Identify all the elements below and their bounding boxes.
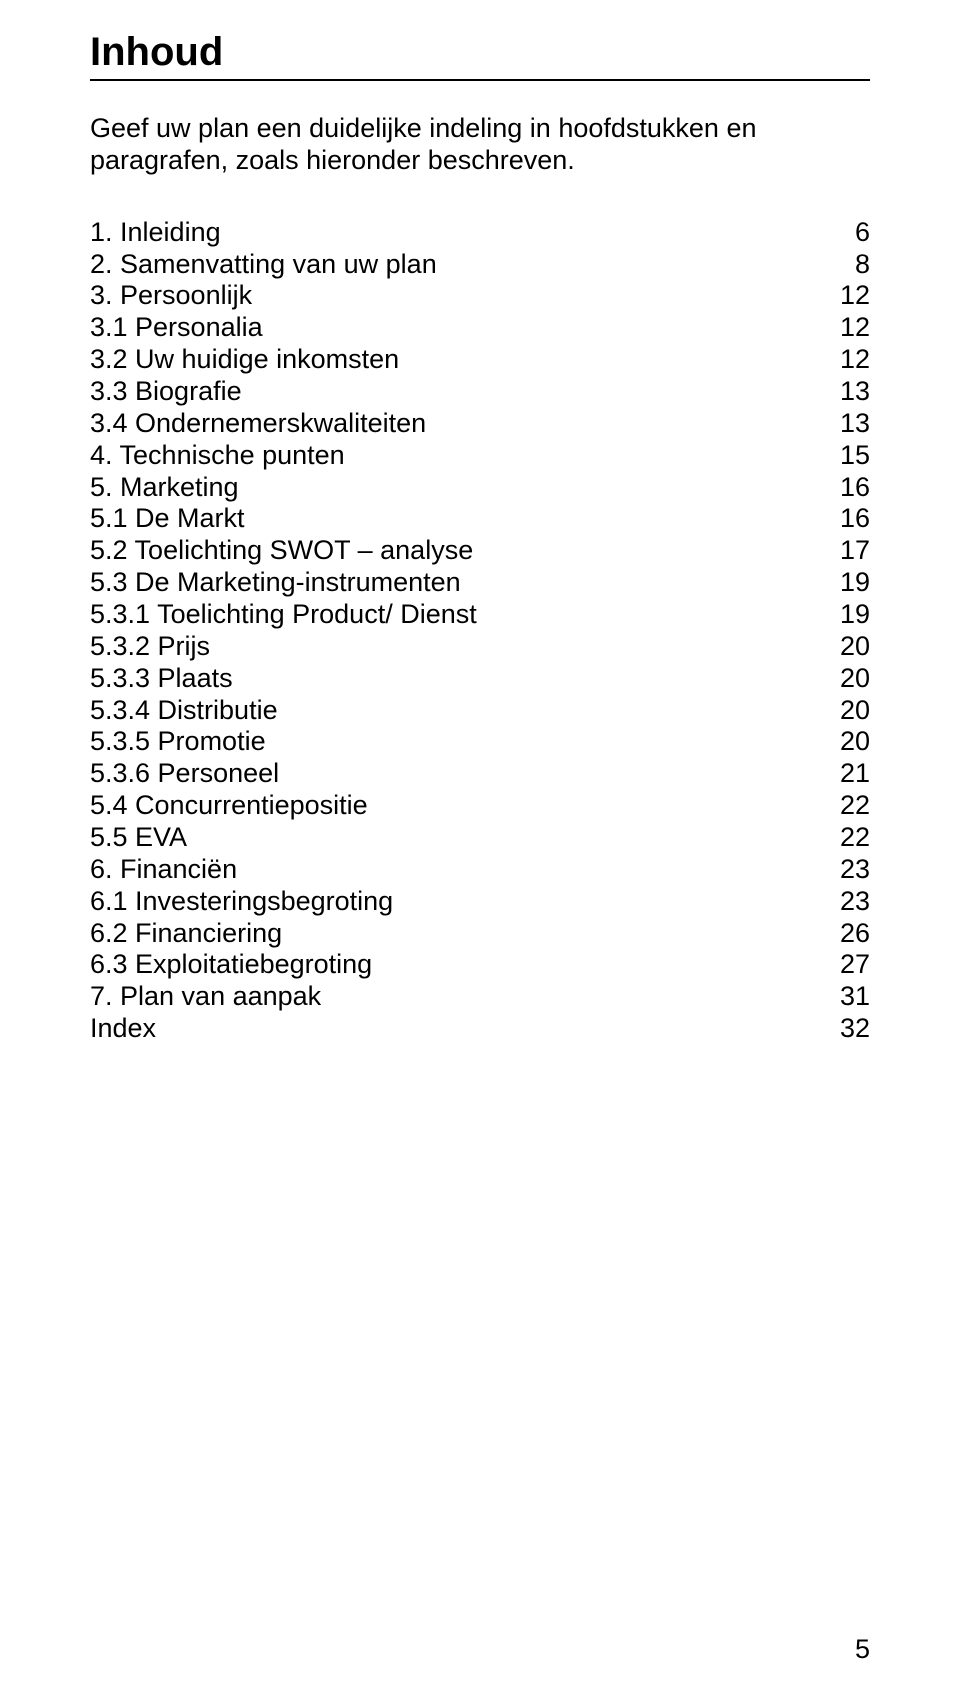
toc-row: 5.2 Toelichting SWOT – analyse 17 <box>90 535 870 567</box>
toc-row: 5.3.4 Distributie 20 <box>90 695 870 727</box>
toc-label: 5.3.6 Personeel <box>90 758 279 790</box>
toc-label: 6. Financiën <box>90 854 237 886</box>
toc-label: 3. Persoonlijk <box>90 280 252 312</box>
toc-page-number: 26 <box>830 918 870 950</box>
intro-paragraph: Geef uw plan een duidelijke indeling in … <box>90 113 870 177</box>
toc-label: 5.1 De Markt <box>90 503 245 535</box>
toc-row: 6.2 Financiering 26 <box>90 918 870 950</box>
toc-page-number: 20 <box>830 631 870 663</box>
toc-row: 6.3 Exploitatiebegroting 27 <box>90 949 870 981</box>
toc-label: 5.3.4 Distributie <box>90 695 278 727</box>
toc-row: 5.3.5 Promotie 20 <box>90 726 870 758</box>
toc-row: 3.2 Uw huidige inkomsten 12 <box>90 344 870 376</box>
toc-label: 2. Samenvatting van uw plan <box>90 249 437 281</box>
toc-page-number: 23 <box>830 854 870 886</box>
toc-row: 5.5 EVA 22 <box>90 822 870 854</box>
toc-label: 3.4 Ondernemerskwaliteiten <box>90 408 426 440</box>
toc-label: 6.1 Investeringsbegroting <box>90 886 393 918</box>
toc-label: 1. Inleiding <box>90 217 221 249</box>
toc-page-number: 12 <box>830 280 870 312</box>
toc-label: 7. Plan van aanpak <box>90 981 321 1013</box>
toc-label: 6.2 Financiering <box>90 918 282 950</box>
toc-page-number: 23 <box>830 886 870 918</box>
toc-row: 5.1 De Markt 16 <box>90 503 870 535</box>
page-title: Inhoud <box>90 30 870 75</box>
toc-page-number: 20 <box>830 695 870 727</box>
toc-row: 5.3.6 Personeel 21 <box>90 758 870 790</box>
toc-label: 5.3.3 Plaats <box>90 663 233 695</box>
table-of-contents: 1. Inleiding62. Samenvatting van uw plan… <box>90 217 870 1045</box>
toc-row: 1. Inleiding 6 <box>90 217 870 249</box>
toc-label: 5.4 Concurrentiepositie <box>90 790 368 822</box>
toc-row: 6.1 Investeringsbegroting 23 <box>90 886 870 918</box>
toc-page-number: 20 <box>830 726 870 758</box>
title-rule <box>90 79 870 81</box>
toc-label: 3.3 Biografie <box>90 376 242 408</box>
toc-row: 2. Samenvatting van uw plan 8 <box>90 249 870 281</box>
toc-page-number: 15 <box>830 440 870 472</box>
toc-row: 3.1 Personalia 12 <box>90 312 870 344</box>
toc-page-number: 22 <box>830 822 870 854</box>
toc-page-number: 31 <box>830 981 870 1013</box>
toc-page-number: 32 <box>830 1013 870 1045</box>
toc-row: 3. Persoonlijk 12 <box>90 280 870 312</box>
toc-page-number: 12 <box>830 312 870 344</box>
toc-label: 3.1 Personalia <box>90 312 263 344</box>
toc-label: 5. Marketing <box>90 472 239 504</box>
toc-label: 5.2 Toelichting SWOT – analyse <box>90 535 473 567</box>
toc-page-number: 6 <box>830 217 870 249</box>
toc-row: 3.4 Ondernemerskwaliteiten 13 <box>90 408 870 440</box>
toc-page-number: 19 <box>830 599 870 631</box>
toc-row: 7. Plan van aanpak 31 <box>90 981 870 1013</box>
toc-page-number: 8 <box>830 249 870 281</box>
toc-row: 5.3.1 Toelichting Product/ Dienst 19 <box>90 599 870 631</box>
toc-label: 5.3.2 Prijs <box>90 631 210 663</box>
toc-label: 5.3 De Marketing-instrumenten <box>90 567 461 599</box>
document-page: Inhoud Geef uw plan een duidelijke indel… <box>0 0 960 1707</box>
toc-page-number: 20 <box>830 663 870 695</box>
toc-page-number: 16 <box>830 472 870 504</box>
page-number: 5 <box>855 1634 870 1665</box>
toc-label: 5.3.5 Promotie <box>90 726 266 758</box>
toc-label: 3.2 Uw huidige inkomsten <box>90 344 399 376</box>
toc-page-number: 13 <box>830 408 870 440</box>
toc-page-number: 22 <box>830 790 870 822</box>
toc-row: 5.4 Concurrentiepositie 22 <box>90 790 870 822</box>
toc-row: 5.3.2 Prijs 20 <box>90 631 870 663</box>
toc-page-number: 12 <box>830 344 870 376</box>
toc-label: 6.3 Exploitatiebegroting <box>90 949 372 981</box>
toc-page-number: 27 <box>830 949 870 981</box>
toc-row: 5.3.3 Plaats 20 <box>90 663 870 695</box>
toc-row: Index 32 <box>90 1013 870 1045</box>
toc-page-number: 17 <box>830 535 870 567</box>
toc-label: 4. Technische punten <box>90 440 345 472</box>
toc-page-number: 21 <box>830 758 870 790</box>
toc-row: 5. Marketing 16 <box>90 472 870 504</box>
toc-page-number: 16 <box>830 503 870 535</box>
toc-label: Index <box>90 1013 156 1045</box>
toc-label: 5.3.1 Toelichting Product/ Dienst <box>90 599 477 631</box>
toc-row: 5.3 De Marketing-instrumenten 19 <box>90 567 870 599</box>
toc-page-number: 19 <box>830 567 870 599</box>
toc-row: 4. Technische punten 15 <box>90 440 870 472</box>
toc-row: 3.3 Biografie 13 <box>90 376 870 408</box>
toc-row: 6. Financiën 23 <box>90 854 870 886</box>
toc-label: 5.5 EVA <box>90 822 187 854</box>
toc-page-number: 13 <box>830 376 870 408</box>
